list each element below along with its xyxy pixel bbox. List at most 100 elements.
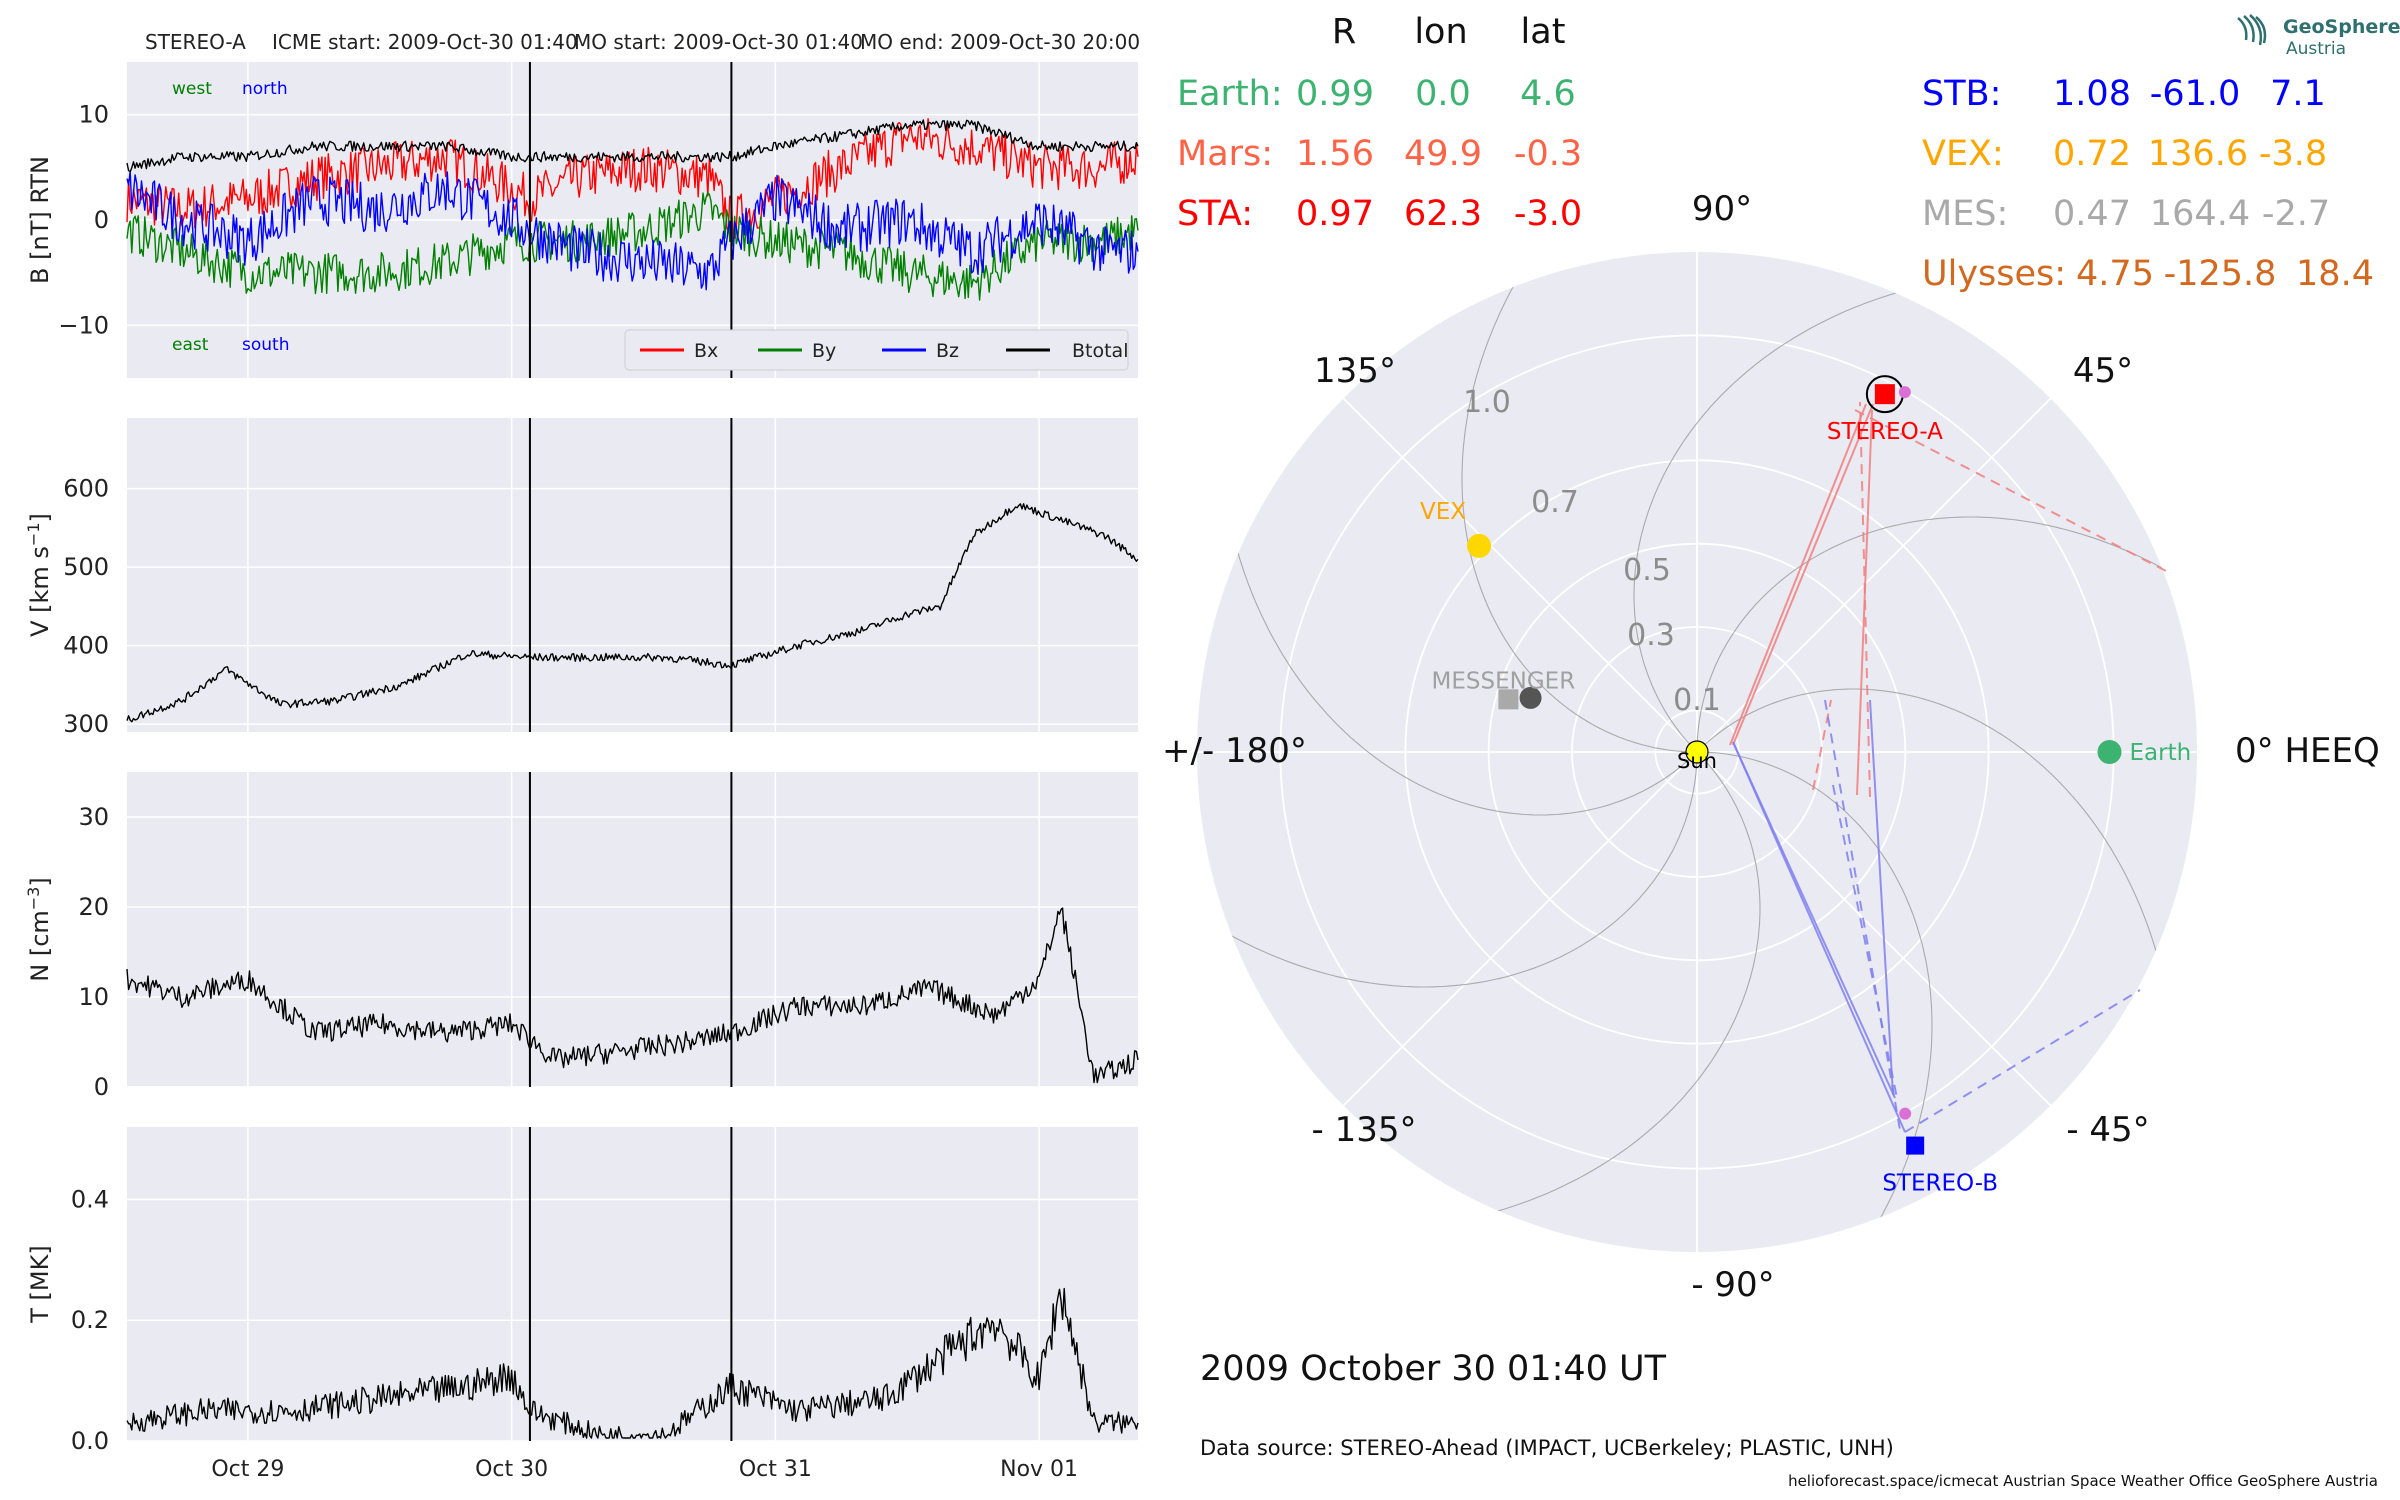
parker-spiral-line: [1696, 688, 2164, 977]
legend-label: Btotal: [1072, 340, 1128, 362]
parker-spiral-line: [1461, 264, 1697, 753]
position-row-earth: Earth: 0.99 0.0 4.6: [1177, 74, 1576, 114]
y-axis-label-exponent: −1: [24, 522, 43, 546]
y-tick-label: 0.2: [71, 1306, 109, 1334]
position-cell-r: 0.97: [1296, 194, 1374, 234]
y-tick-label: 0.4: [71, 1185, 109, 1213]
table-header: R: [1332, 12, 1356, 52]
legend-label: Bz: [936, 340, 959, 362]
position-cell-lon: -125.8: [2164, 254, 2277, 294]
stereo-b-connection-line: [1824, 699, 1901, 1131]
stereo-b-connection-line: [1904, 989, 2141, 1133]
stereo-a-connection-line: [1732, 403, 1874, 746]
y-tick-label: 20: [78, 893, 109, 921]
panel-density: 0 10 20 30 N [cm−3]: [24, 772, 1139, 1101]
position-row-mes: MES: 0.47 164.4 -2.7: [1922, 194, 2330, 234]
panel-background: [127, 418, 1138, 732]
position-row-vex: VEX: 0.72 136.6 -3.8: [1922, 134, 2327, 174]
sun-marker: [1685, 740, 1709, 764]
table-header: lat: [1521, 12, 1566, 52]
y-axis-label-close: ]: [26, 877, 54, 886]
y-axis-label-main: T [MK]: [26, 1245, 54, 1323]
earth-label: Earth: [2130, 740, 2192, 766]
earth-marker: [2097, 740, 2122, 764]
position-cell-lon: 62.3: [1404, 194, 1482, 234]
x-tick-label: Oct 29: [211, 1457, 284, 1482]
parker-spiral-line: [1633, 285, 1922, 753]
position-cell-lat: -3.8: [2259, 134, 2327, 174]
logo-text-line1: GeoSphere: [2283, 16, 2400, 38]
header-icme-start: ICME start: 2009-Oct-30 01:40: [272, 30, 578, 54]
position-row-ulysses: Ulysses: 4.75 -125.8 18.4: [1922, 254, 2374, 294]
y-tick-label: 0: [94, 206, 109, 234]
angular-gridline: [1696, 751, 2052, 1107]
y-tick-label: 10: [78, 101, 109, 129]
direction-annotation-west: west: [172, 79, 212, 99]
stereo-b-label: STEREO-B: [1882, 1171, 1998, 1197]
position-cell-r: 4.75: [2076, 254, 2154, 294]
angle-label: - 90°: [1691, 1265, 1774, 1305]
y-axis-label: N [cm−3]: [24, 877, 54, 982]
y-axis-label-exponent: −3: [24, 887, 43, 911]
stereo-a-label: STEREO-A: [1827, 419, 1943, 445]
position-cell-lon: 136.6: [2148, 134, 2248, 174]
position-cell-label: STA:: [1177, 194, 1253, 234]
figure-header: STEREO-A ICME start: 2009-Oct-30 01:40 M…: [145, 30, 1140, 54]
stereo-a-connection-line: [1729, 403, 1867, 746]
stereo-a-marker: [1874, 384, 1895, 405]
stereo-b-footpoint-marker: [1899, 1107, 1912, 1120]
panel-background: [127, 772, 1138, 1087]
footer-datetime: 2009 October 30 01:40 UT: [1200, 1349, 1667, 1389]
stereo-b-connection-line: [1869, 699, 1894, 1096]
series-line-btotal: [126, 119, 1139, 173]
connection-lines: [1729, 401, 2169, 1133]
parker-spirals: [1209, 264, 2185, 1240]
y-tick-label: 0.0: [71, 1427, 109, 1455]
position-cell-label: Mars:: [1177, 134, 1273, 174]
header-mo-end: MO end: 2009-Oct-30 20:00: [860, 30, 1140, 54]
angle-label: - 135°: [1312, 1110, 1417, 1150]
series-line-n: [126, 907, 1139, 1084]
radial-tick-label: 0.3: [1627, 618, 1675, 653]
direction-annotation-east: east: [172, 335, 209, 355]
panel-temperature: 0.0 0.2 0.4 T [MK] Oct 29 Oct 30 Oct 31 Nov 01: [26, 1127, 1139, 1482]
y-tick-label: −10: [58, 311, 109, 339]
position-row-mars: Mars: 1.56 49.9 -0.3: [1177, 134, 1582, 174]
x-tick-label: Oct 31: [739, 1457, 812, 1482]
position-row-stb: STB: 1.08 -61.0 7.1: [1922, 74, 2326, 114]
panel-background: [127, 1127, 1138, 1441]
y-tick-label: 500: [63, 553, 109, 581]
stereo-a-connection-line: [1859, 401, 1871, 798]
footer-source: Data source: STEREO-Ahead (IMPACT, UCBer…: [1200, 1436, 1894, 1460]
legend: Bx By Bz Btotal: [624, 329, 1129, 371]
header-spacecraft: STEREO-A: [145, 30, 246, 54]
y-axis-label: B [nT] RTN: [26, 156, 54, 284]
position-cell-lat: -3.0: [1514, 194, 1582, 234]
angular-gridline: [1696, 397, 2052, 753]
stereo-a-footpoint-marker: [1898, 386, 1911, 399]
angle-label: - 45°: [2066, 1110, 2149, 1150]
y-tick-label: 0: [94, 1073, 109, 1101]
panel-velocity: 300 400 500 600 V [km s−1]: [24, 418, 1139, 738]
legend-box: [624, 329, 1129, 371]
radial-tick-label: 0.5: [1623, 553, 1671, 588]
y-tick-label: 600: [63, 475, 109, 503]
legend-label: By: [812, 340, 836, 362]
messenger-label: MESSENGER: [1432, 668, 1576, 694]
position-cell-lon: 0.0: [1415, 74, 1471, 114]
vex-label: VEX: [1420, 499, 1466, 525]
stereo-a-connection-line: [1854, 409, 2169, 573]
position-cell-lat: 18.4: [2296, 254, 2374, 294]
y-axis-label: T [MK]: [26, 1245, 54, 1323]
y-tick-label: 400: [63, 632, 109, 660]
parker-spiral-line: [1209, 752, 1698, 988]
parker-spiral-line: [1230, 527, 1698, 816]
series-line-bz: [126, 170, 1139, 291]
stereo-b-connection-line: [1732, 741, 1906, 1133]
position-cell-label: Ulysses:: [1922, 254, 2066, 294]
y-axis-label-close: ]: [26, 513, 54, 522]
legend-label: Bx: [694, 340, 718, 362]
stereo-a-connection-line: [1812, 699, 1832, 791]
